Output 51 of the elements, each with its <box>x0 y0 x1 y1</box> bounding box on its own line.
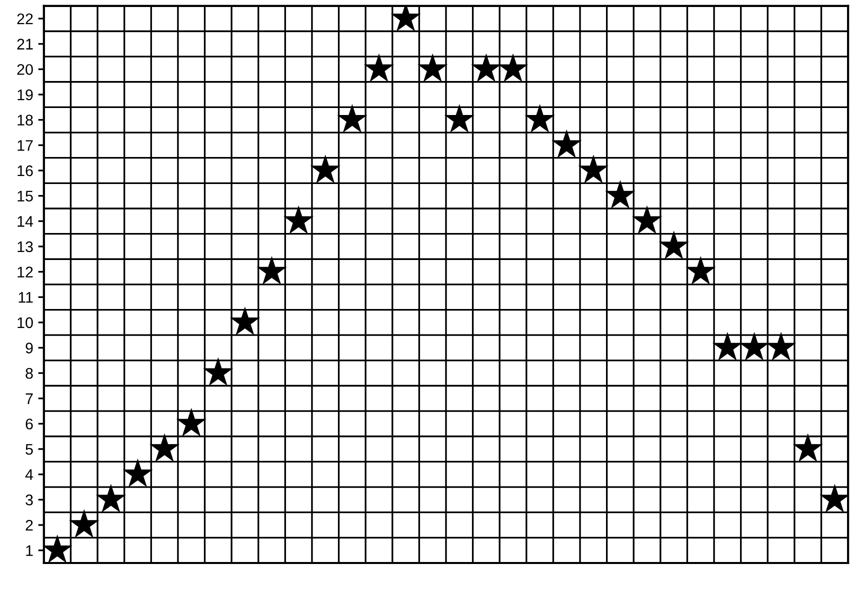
point <box>471 53 502 82</box>
point <box>284 205 314 234</box>
y-tick-label: 8 <box>26 368 33 379</box>
y-tick-label: 22 <box>17 13 33 24</box>
y-tick-label: 11 <box>18 292 33 303</box>
y-tick-label: 12 <box>18 266 33 278</box>
point <box>256 256 287 285</box>
point <box>820 484 848 512</box>
y-tick-label: 3 <box>26 494 33 506</box>
point <box>69 509 100 538</box>
y-tick-label: 13 <box>18 241 33 252</box>
y-tick-label: 16 <box>18 165 33 176</box>
y-tick-label: 1 <box>26 545 33 556</box>
point <box>337 104 368 133</box>
point <box>686 256 716 285</box>
point <box>96 484 126 512</box>
y-tick-label: 7 <box>26 393 33 404</box>
y-tick-label: 5 <box>26 444 33 455</box>
point <box>418 53 448 82</box>
point <box>364 53 394 82</box>
y-tick-label: 9 <box>26 342 33 354</box>
point <box>632 205 662 234</box>
point <box>524 104 555 133</box>
point <box>712 332 743 361</box>
y-tick-label: 18 <box>18 114 33 126</box>
point <box>578 154 608 184</box>
point <box>766 332 796 361</box>
point <box>658 230 689 260</box>
y-tick-label: 20 <box>17 64 33 75</box>
point <box>498 53 528 82</box>
point <box>444 104 474 133</box>
y-tick-label: 14 <box>18 216 34 227</box>
point <box>149 433 180 462</box>
y-tick-label: 21 <box>17 38 33 50</box>
point <box>739 332 770 361</box>
y-tick-label: 19 <box>18 89 33 100</box>
point <box>230 306 260 336</box>
point <box>203 357 234 386</box>
point <box>552 129 582 158</box>
point <box>122 458 153 488</box>
point <box>310 154 340 184</box>
point <box>605 180 636 209</box>
point <box>176 408 206 437</box>
y-tick-label: 2 <box>26 520 33 531</box>
y-tick-label: 10 <box>18 317 33 328</box>
y-tick-label: 15 <box>18 190 33 202</box>
point <box>44 534 72 563</box>
y-tick-label: 4 <box>25 469 34 480</box>
y-tick-label: 17 <box>18 140 33 151</box>
point <box>792 433 823 462</box>
y-tick-label: 6 <box>26 418 33 430</box>
